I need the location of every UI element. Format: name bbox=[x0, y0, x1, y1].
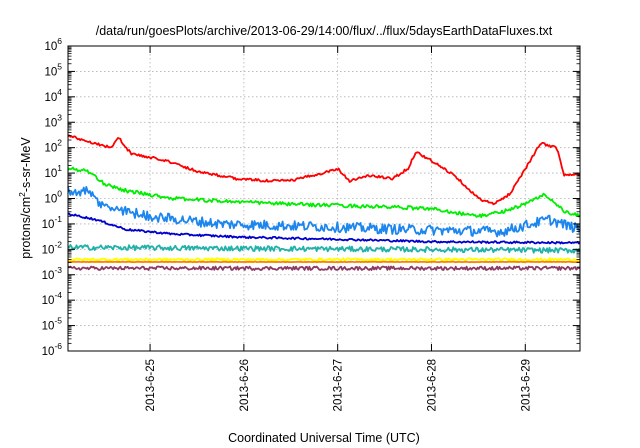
axis-ticks bbox=[68, 45, 580, 352]
data-series bbox=[67, 134, 581, 271]
x-axis-label: Coordinated Universal Time (UTC) bbox=[228, 431, 420, 445]
y-tick-label: 105 bbox=[44, 61, 62, 78]
series-line-4 bbox=[67, 212, 581, 245]
series-line-7 bbox=[67, 260, 580, 264]
y-tick-labels: 10-6 10-5 10-4 10-3 10-2 10-1 100 101 102 103 104 1… bbox=[42, 36, 63, 358]
series-line-1 bbox=[67, 134, 581, 206]
y-tick-label: 106 bbox=[44, 36, 62, 53]
y-tick-label: 10-3 bbox=[42, 265, 63, 282]
y-tick-label: 10-5 bbox=[42, 316, 63, 333]
y-tick-label: 10-6 bbox=[42, 341, 63, 358]
y-tick-label: 10-2 bbox=[42, 239, 63, 256]
y-tick-label: 100 bbox=[44, 189, 62, 206]
y-tick-label: 102 bbox=[44, 138, 62, 155]
x-tick-labels: 2013-6-25 2013-6-26 2013-6-27 2013-6-28 2013… bbox=[145, 359, 532, 411]
y-tick-label: 104 bbox=[44, 87, 62, 104]
series-line-8 bbox=[67, 265, 581, 271]
series-line-2 bbox=[67, 166, 581, 219]
x-tick-label: 2013-6-27 bbox=[333, 359, 345, 411]
chart-title: /data/run/goesPlots/archive/2013-06-29/1… bbox=[96, 24, 553, 38]
y-tick-label: 10-1 bbox=[42, 214, 63, 231]
x-tick-label: 2013-6-29 bbox=[520, 359, 532, 411]
y-tick-label: 101 bbox=[44, 163, 62, 180]
y-axis-label: protons/cm2-s-sr-MeV bbox=[17, 137, 33, 259]
x-tick-label: 2013-6-26 bbox=[239, 359, 251, 411]
y-tick-label: 103 bbox=[44, 112, 62, 129]
series-line-6 bbox=[67, 257, 581, 262]
series-line-3 bbox=[67, 186, 581, 238]
y-tick-label: 10-4 bbox=[42, 290, 63, 307]
x-tick-label: 2013-6-25 bbox=[145, 359, 157, 411]
series-line-5 bbox=[67, 244, 581, 254]
x-tick-label: 2013-6-28 bbox=[426, 359, 438, 411]
